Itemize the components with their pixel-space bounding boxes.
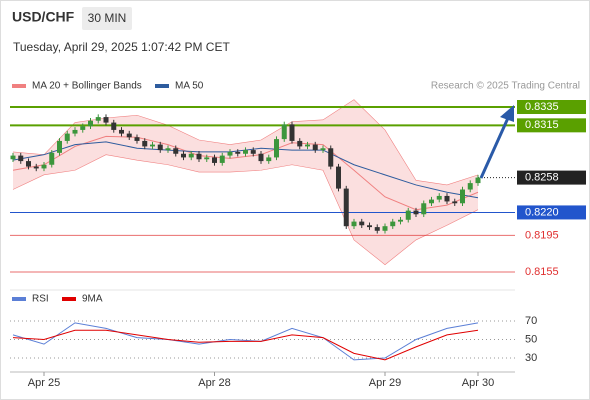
level-label: 0.8335 [525,101,559,113]
candle-body [274,139,279,158]
candle-body [41,164,47,169]
candle-body [467,183,473,190]
x-tick-label: Apr 28 [198,377,230,389]
candle-body [165,148,171,151]
legend-label: RSI [32,294,49,305]
candle-body [188,153,194,158]
candle-body [142,140,148,147]
candle-body [421,203,427,215]
rsi-line [12,329,479,361]
legend-label: MA 50 [175,81,204,92]
candle-body [134,137,140,141]
candle-body [126,133,132,138]
legend-swatch [62,297,76,301]
candle-body [64,133,70,141]
candle-body [111,122,117,130]
forecast-arrowhead [500,105,514,122]
candle-body [413,210,419,215]
level-label: 0.8315 [525,119,559,131]
candle-body [351,221,357,227]
candle-body [281,124,287,140]
candle-body [227,151,233,156]
candle-body [390,221,396,227]
candle-body [452,201,458,204]
candle-body [18,155,24,162]
candle-body [49,152,55,165]
candle-body [72,129,78,134]
rsi-tick-label: 70 [525,315,537,327]
candle-body [103,117,109,123]
legend-label: MA 20 + Bollinger Bands [32,81,142,92]
candle-body [57,140,62,153]
candle-body [436,195,442,200]
candle-body [258,153,264,162]
legend-swatch [12,84,26,88]
candle-body [181,153,186,158]
level-label: 0.8220 [525,206,559,218]
candle-body [374,227,380,231]
candle-body [235,151,241,154]
candle-body [289,124,295,141]
candle-body [444,195,450,202]
candle-body [243,150,248,154]
candle-body [212,157,217,163]
candle-body [26,161,31,167]
symbol: USD/CHF [12,9,75,25]
candle-body [398,219,403,222]
candle-body [328,148,334,167]
candle-body [305,144,310,147]
candle-body [367,225,372,228]
candle-body [80,126,86,130]
candle-body [150,144,155,147]
candle-body [460,189,465,204]
candle-body [95,117,101,121]
subtitle: Tuesday, April 29, 2025 1:07:42 PM CET [13,40,230,54]
x-tick-label: Apr 30 [462,377,494,389]
candle-body [33,166,39,169]
legend-swatch [12,297,26,301]
candle-body [204,157,210,160]
level-label: 0.8155 [525,266,559,278]
level-box [517,118,586,133]
x-tick-label: Apr 25 [28,377,60,389]
candle-body [297,140,303,147]
candle-body [10,155,16,160]
candle-body [219,155,225,163]
candle-body [196,153,202,160]
legend-label: 9MA [82,294,103,305]
candle-body [173,148,179,154]
candle-body [475,177,481,184]
rsi-line [12,322,479,361]
rsi-tick-label: 30 [525,352,537,364]
candle-body [312,144,318,151]
candle-body [343,188,349,227]
candle-body [157,144,163,151]
level-box [517,205,586,220]
level-label: 0.8195 [525,229,559,241]
level-label: 0.8258 [525,172,559,184]
candle-body [320,148,326,151]
credit: Research © 2025 Trading Central [431,81,580,92]
candle-body [336,166,341,189]
level-box [517,170,586,185]
candle-body [359,221,365,226]
timeframe-box [82,7,132,30]
legend-swatch [155,84,169,88]
candle-body [382,226,388,231]
x-tick-label: Apr 29 [369,377,401,389]
bollinger-lower [12,154,479,266]
level-box [517,100,586,115]
candle-body [119,129,124,134]
candle-body [250,150,256,154]
candle-body [429,199,434,204]
timeframe: 30 MIN [88,11,127,25]
rsi-tick-label: 50 [525,333,537,345]
candle-body [266,157,272,162]
forecast-arrow [479,117,510,179]
candle-body [405,210,411,220]
candle-body [88,120,93,127]
moving-average [12,135,479,211]
